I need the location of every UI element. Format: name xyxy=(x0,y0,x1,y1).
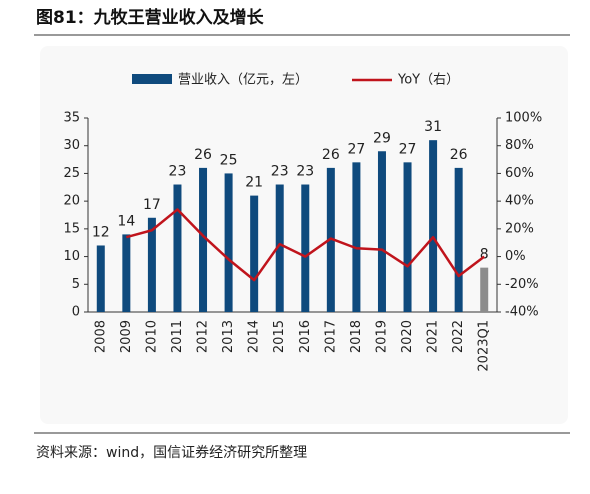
bar xyxy=(147,217,156,312)
x-tick-label: 2020 xyxy=(400,320,415,353)
x-tick-label: 2022 xyxy=(451,320,466,353)
page-title: 图81：九牧王营业收入及增长 xyxy=(36,7,265,28)
x-tick-label: 2014 xyxy=(247,320,262,353)
y2-tick-label: 0% xyxy=(505,249,526,264)
y-tick-label: 30 xyxy=(63,138,80,153)
x-tick-label: 2016 xyxy=(298,320,313,353)
x-tick-label: 2021 xyxy=(426,320,441,353)
bar xyxy=(199,167,208,312)
y-tick-label: 25 xyxy=(63,166,80,181)
data-label: 27 xyxy=(347,141,365,157)
x-tick-label: 2013 xyxy=(221,320,236,353)
bar xyxy=(429,140,438,312)
data-label: 8 xyxy=(480,247,489,263)
y-tick-label: 0 xyxy=(72,305,80,320)
x-tick-label: 2015 xyxy=(272,320,287,353)
y-tick-label: 15 xyxy=(63,221,80,236)
x-tick-label: 2011 xyxy=(170,320,185,353)
data-label: 27 xyxy=(399,141,417,157)
x-tick-label: 2008 xyxy=(93,320,108,353)
x-tick-label: 2017 xyxy=(323,320,338,353)
bar xyxy=(377,151,386,312)
data-label: 21 xyxy=(245,175,263,191)
data-label: 23 xyxy=(169,164,187,180)
y-tick-label: 10 xyxy=(63,249,80,264)
bar xyxy=(96,245,105,312)
data-label: 26 xyxy=(450,147,468,163)
y2-tick-label: 100% xyxy=(505,111,542,126)
legend-label: YoY（右） xyxy=(397,73,459,88)
data-label: 31 xyxy=(424,119,442,135)
data-label: 17 xyxy=(143,197,161,213)
line xyxy=(126,208,485,282)
source: 资料来源：wind，国信证券经济研究所整理 xyxy=(36,445,307,461)
y2-tick-label: 40% xyxy=(505,194,534,209)
bar xyxy=(250,195,259,312)
x-tick-label: 2009 xyxy=(119,320,134,353)
x-tick-label: 2023Q1 xyxy=(477,320,492,372)
x-tick-label: 2012 xyxy=(196,320,211,353)
data-label: 12 xyxy=(92,224,110,240)
data-label: 29 xyxy=(373,130,391,146)
bar xyxy=(122,234,131,312)
x-tick-label: 2018 xyxy=(349,320,364,353)
legend-swatch xyxy=(132,74,172,84)
y2-tick-label: 60% xyxy=(505,166,534,181)
y2-tick-label: 80% xyxy=(505,138,534,153)
x-tick-label: 2010 xyxy=(144,320,159,353)
data-label: 23 xyxy=(271,164,289,180)
y-tick-label: 5 xyxy=(72,277,80,292)
bar xyxy=(352,162,361,312)
bar xyxy=(224,173,233,312)
y2-tick-label: 20% xyxy=(505,221,534,236)
bar xyxy=(173,184,182,312)
data-label: 23 xyxy=(296,164,314,180)
data-label: 26 xyxy=(194,147,212,163)
y2-tick-label: -40% xyxy=(505,305,539,320)
y2-tick-label: -20% xyxy=(505,277,539,292)
bar xyxy=(301,184,310,312)
data-label: 14 xyxy=(117,213,135,229)
data-label: 26 xyxy=(322,147,340,163)
bar xyxy=(480,267,489,312)
bar xyxy=(275,184,284,312)
y-tick-label: 20 xyxy=(63,194,80,209)
bar xyxy=(403,162,412,312)
bar xyxy=(454,167,463,312)
legend-label: 营业收入（亿元，左） xyxy=(178,73,308,88)
x-tick-label: 2019 xyxy=(374,320,389,353)
y-tick-label: 35 xyxy=(63,111,80,126)
data-label: 25 xyxy=(220,152,238,168)
